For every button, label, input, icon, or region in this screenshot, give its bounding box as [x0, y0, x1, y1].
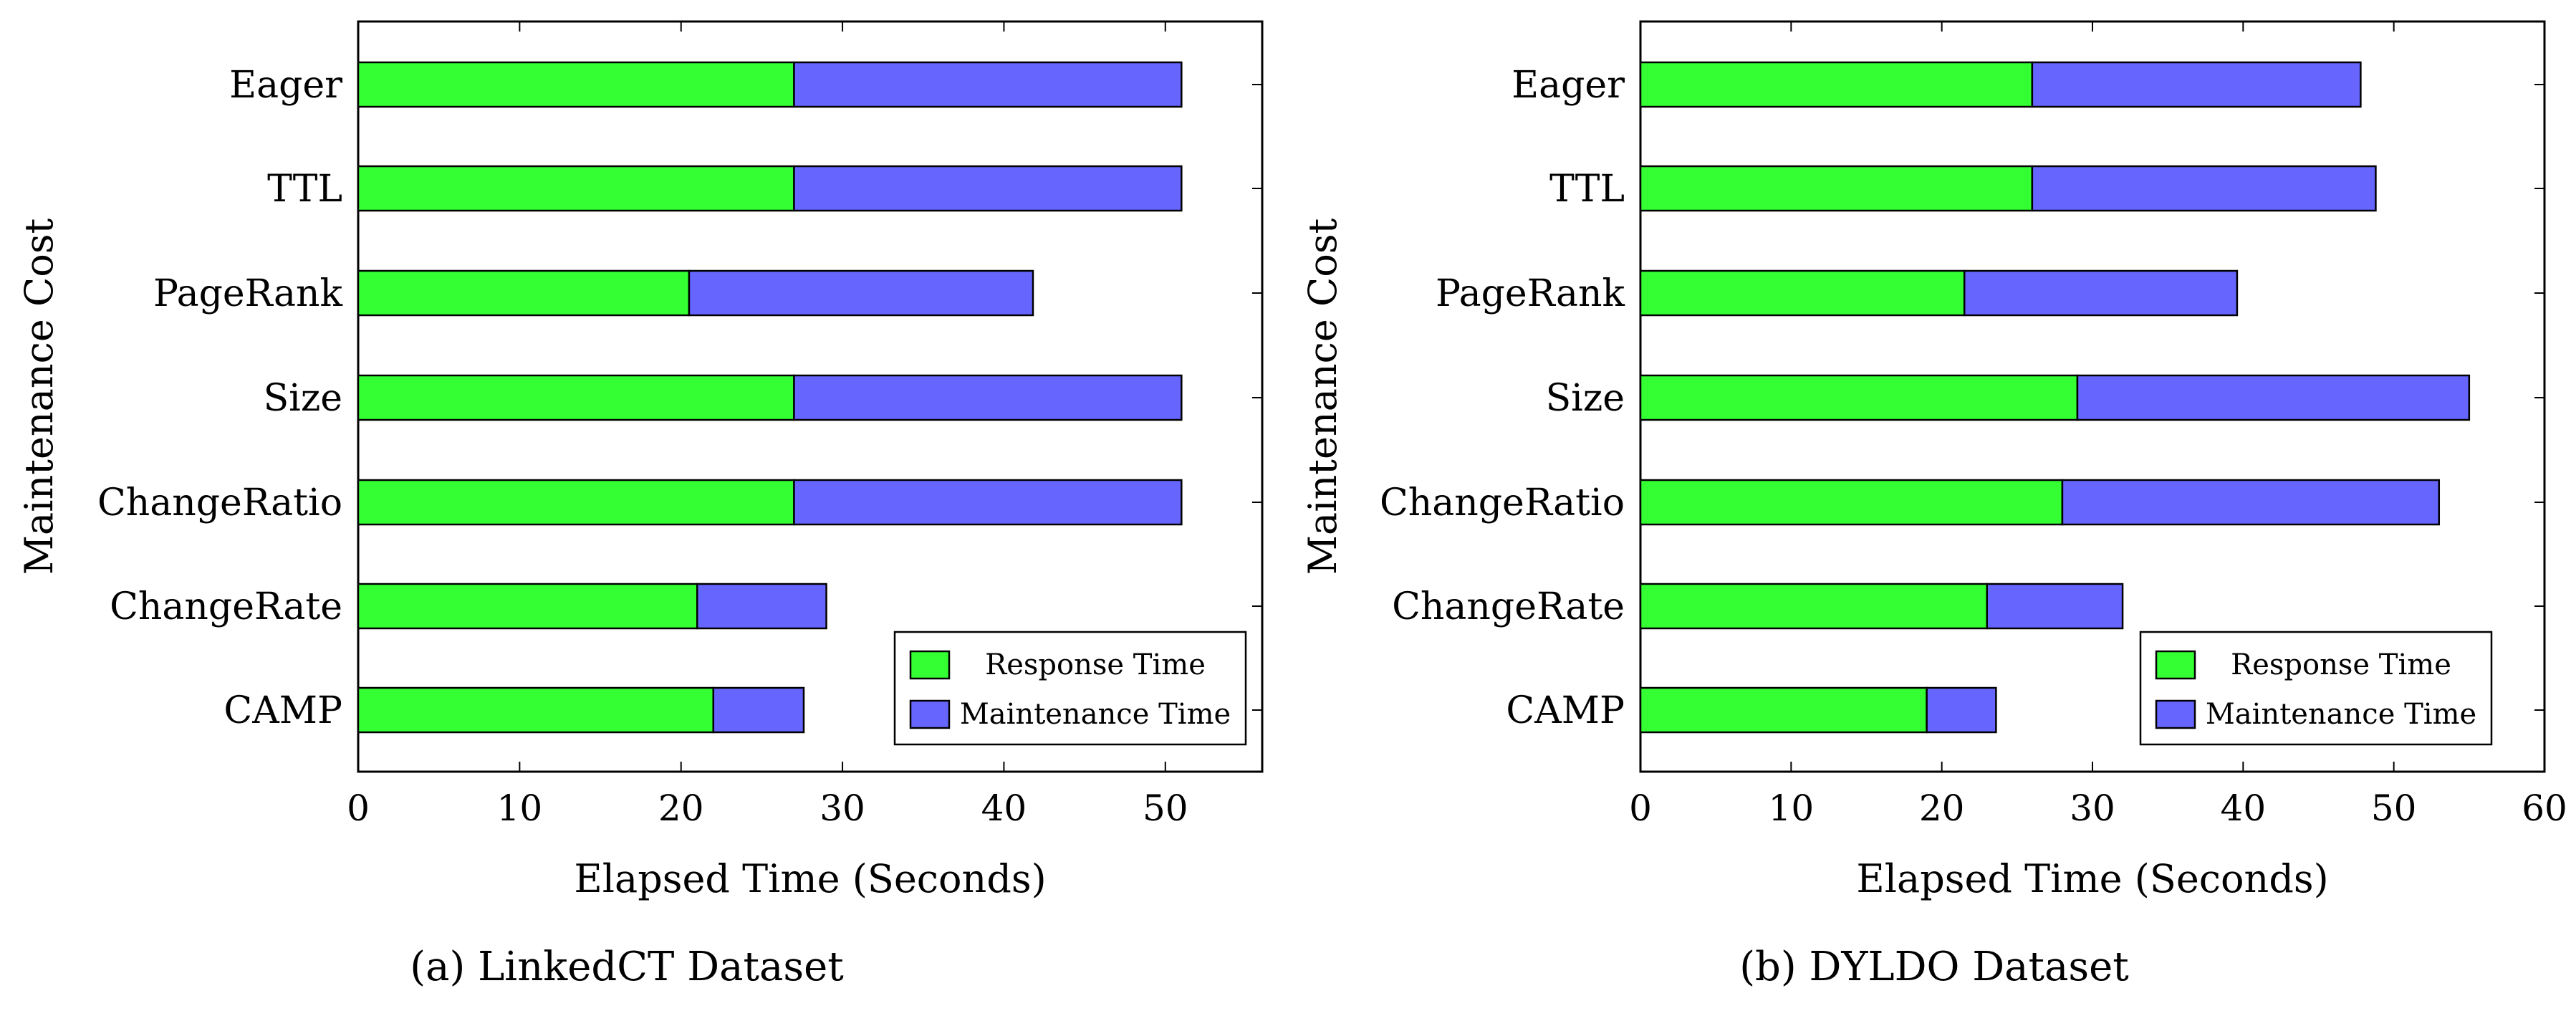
legend-label: Maintenance Time [960, 698, 1231, 731]
category-label: TTL [267, 168, 342, 211]
category-label: ChangeRate [1392, 585, 1625, 628]
bar-response-time [1639, 479, 2064, 526]
x-axis-title: Elapsed Time (Seconds) [574, 856, 1046, 901]
bar-maintenance-time [793, 374, 1183, 421]
bar-maintenance-time [1986, 583, 2124, 630]
category-label: Size [1546, 377, 1625, 420]
y-axis-title: Maintenance Cost [16, 218, 62, 575]
figure-caption: (a) LinkedCT Dataset [410, 944, 844, 990]
bar-response-time [357, 61, 795, 108]
x-tick-label: 10 [1769, 787, 1815, 829]
x-tick-label: 50 [2371, 787, 2417, 829]
x-tick-label: 10 [497, 787, 543, 829]
category-label: Size [264, 377, 342, 420]
x-tick-label: 30 [820, 787, 865, 829]
bar-response-time [357, 374, 795, 421]
category-label: CAMP [224, 689, 342, 732]
bar-response-time [357, 269, 691, 317]
bar-maintenance-time [2031, 165, 2377, 212]
bar-response-time [1639, 61, 2034, 108]
legend-label: Maintenance Time [2206, 698, 2476, 731]
x-axis-title: Elapsed Time (Seconds) [1856, 856, 2328, 901]
chart-panel-1: 0 10 20 30 40 50 60 Eager TTL PageRank Size ChangeR… [1300, 20, 2567, 990]
y-axis-title: Maintenance Cost [1300, 218, 1345, 575]
bar-maintenance-time [793, 61, 1183, 108]
bar-response-time [357, 165, 795, 212]
bar-maintenance-time [1963, 269, 2239, 317]
category-label: Eager [229, 64, 342, 107]
bar-response-time [1639, 374, 2079, 421]
bar-response-time [1639, 269, 1966, 317]
category-label: ChangeRatio [1380, 481, 1625, 524]
category-label: TTL [1549, 168, 1625, 211]
bar-maintenance-time [2061, 479, 2441, 526]
chart-panel-0: 0 10 20 30 40 50 Eager TTL PageRank Size ChangeRat… [16, 20, 1264, 990]
x-tick-label: 0 [347, 787, 370, 829]
bar-response-time [1639, 165, 2034, 212]
legend-box [2139, 631, 2493, 746]
legend-box [893, 631, 1247, 746]
x-tick-label: 40 [981, 787, 1027, 829]
x-tick-label: 60 [2522, 787, 2567, 829]
bar-maintenance-time [2076, 374, 2471, 421]
legend-label: Response Time [985, 648, 1206, 681]
x-tick-label: 20 [1919, 787, 1965, 829]
bar-maintenance-time [1926, 686, 1997, 734]
category-label: PageRank [1436, 272, 1625, 315]
bar-maintenance-time [696, 583, 827, 630]
legend-swatch [2155, 699, 2196, 729]
legend-swatch [909, 650, 951, 680]
bar-response-time [357, 686, 715, 734]
category-label: PageRank [153, 272, 343, 315]
category-label: CAMP [1506, 689, 1625, 732]
bar-response-time [357, 479, 795, 526]
bar-maintenance-time [688, 269, 1034, 317]
x-tick-label: 50 [1143, 787, 1188, 829]
x-tick-label: 20 [658, 787, 704, 829]
bar-maintenance-time [793, 479, 1183, 526]
figure-caption: (b) DYLDO Dataset [1739, 944, 2129, 990]
bar-response-time [1639, 686, 1928, 734]
bar-response-time [1639, 583, 1989, 630]
category-label: Eager [1512, 64, 1625, 107]
x-tick-label: 30 [2070, 787, 2115, 829]
x-tick-label: 40 [2221, 787, 2267, 829]
bar-maintenance-time [2031, 61, 2362, 108]
legend-label: Response Time [2231, 648, 2451, 681]
bar-maintenance-time [793, 165, 1183, 212]
legend-swatch [2155, 650, 2196, 680]
x-tick-label: 0 [1629, 787, 1652, 829]
category-label: ChangeRatio [97, 481, 342, 524]
category-label: ChangeRate [110, 585, 342, 628]
legend-swatch [909, 699, 951, 729]
bar-response-time [357, 583, 698, 630]
bar-maintenance-time [712, 686, 805, 734]
